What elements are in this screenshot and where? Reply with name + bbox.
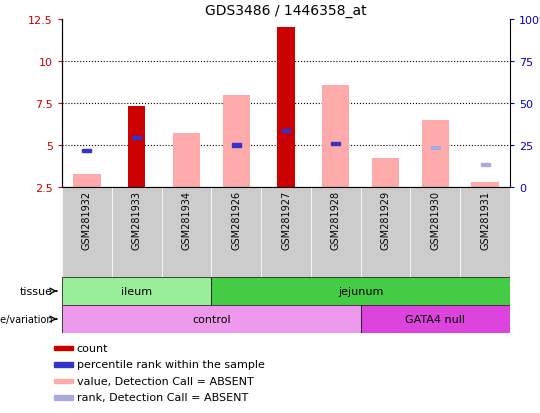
Bar [112,188,161,277]
Title: GDS3486 / 1446358_at: GDS3486 / 1446358_at [205,4,367,17]
Bar [261,188,311,277]
Text: genotype/variation: genotype/variation [0,314,53,324]
Bar [322,85,349,188]
Bar [410,188,460,277]
Bar [128,107,145,188]
Bar [211,277,510,305]
Bar [73,174,100,188]
Bar [372,159,399,188]
Text: GSM281929: GSM281929 [381,190,390,249]
Bar [211,188,261,277]
Text: ileum: ileum [121,286,152,296]
Bar [54,346,73,350]
Bar [481,164,490,166]
Bar [361,188,410,277]
Text: control: control [192,314,231,324]
Bar [460,188,510,277]
Bar [54,379,73,383]
Bar [132,137,141,140]
Text: percentile rank within the sample: percentile rank within the sample [77,360,265,370]
Bar [62,188,112,277]
Bar [161,188,211,277]
Text: GATA4 null: GATA4 null [406,314,465,324]
Bar [311,188,361,277]
Bar [54,395,73,400]
Bar [62,277,211,305]
Bar [222,95,250,188]
Bar [83,150,91,153]
Bar [431,147,440,150]
Text: jejunum: jejunum [338,286,383,296]
Bar [422,121,449,188]
Text: GSM281933: GSM281933 [132,190,141,249]
Text: value, Detection Call = ABSENT: value, Detection Call = ABSENT [77,376,253,386]
Text: GSM281931: GSM281931 [480,190,490,249]
Bar [277,28,295,188]
Text: GSM281927: GSM281927 [281,190,291,249]
Text: GSM281930: GSM281930 [430,190,440,249]
Text: GSM281926: GSM281926 [231,190,241,249]
Text: count: count [77,343,108,353]
Bar [232,144,241,147]
Text: rank, Detection Call = ABSENT: rank, Detection Call = ABSENT [77,392,248,403]
Text: GSM281932: GSM281932 [82,190,92,249]
Bar [332,142,340,145]
Text: GSM281934: GSM281934 [181,190,192,249]
Bar [281,130,291,133]
Bar [361,305,510,333]
Bar [62,305,361,333]
Bar [471,183,499,188]
Text: tissue: tissue [20,286,53,296]
Bar [54,362,73,367]
Bar [173,134,200,188]
Text: GSM281928: GSM281928 [331,190,341,249]
